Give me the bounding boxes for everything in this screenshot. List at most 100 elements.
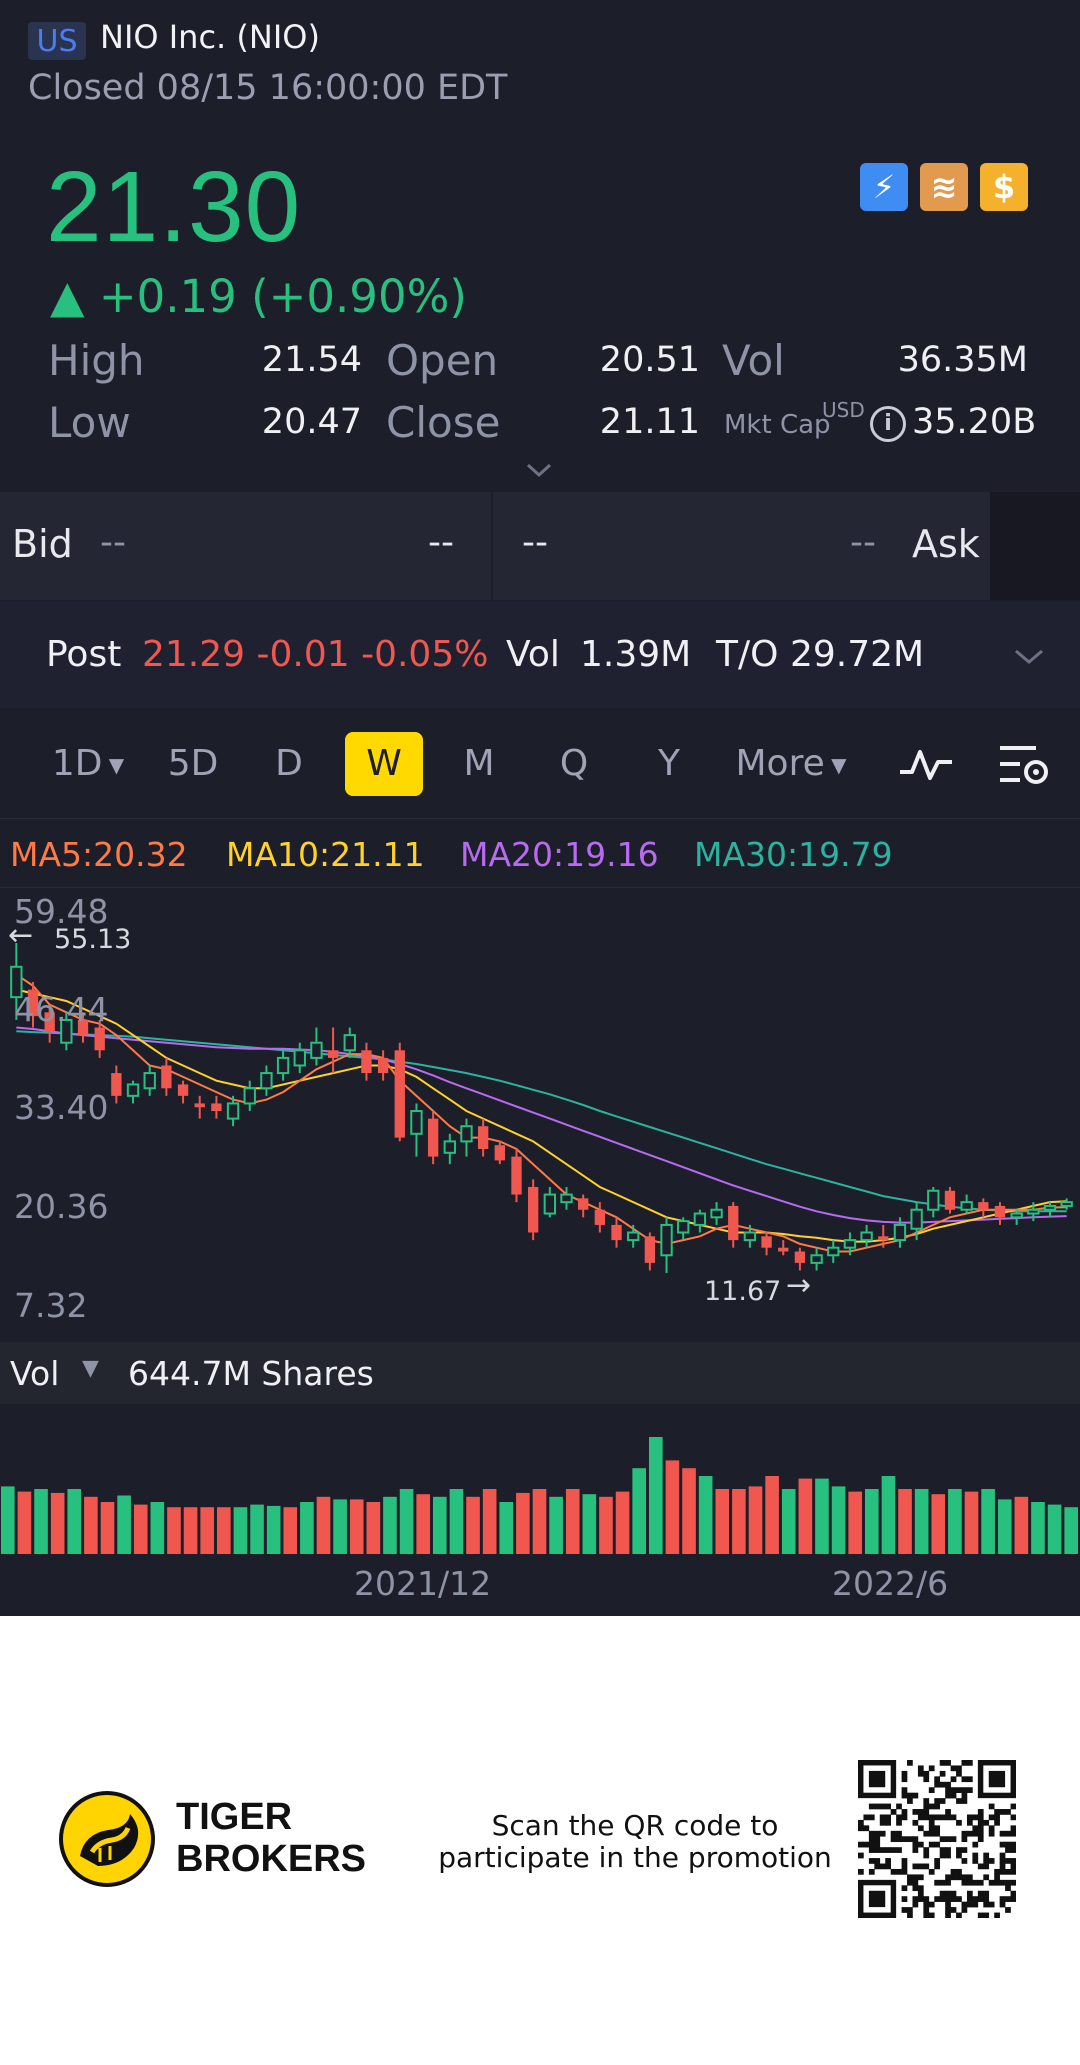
- volume-bar: [433, 1496, 447, 1554]
- tab-5d[interactable]: 5D: [167, 743, 219, 784]
- volume-bar: [1031, 1502, 1045, 1554]
- tab-more[interactable]: More ▼: [735, 743, 847, 784]
- candle-body: [827, 1246, 840, 1257]
- post-market-bar[interactable]: Post 21.29 -0.01 -0.05% Vol 1.39M T/O 29…: [0, 602, 1080, 708]
- volume-bar: [183, 1507, 198, 1554]
- candle: [494, 1141, 505, 1165]
- volume-bar: [217, 1507, 231, 1554]
- candle: [594, 1202, 606, 1233]
- ma20-label: MA20:19.16: [460, 835, 659, 874]
- candle-body: [44, 1012, 55, 1032]
- info-icon[interactable]: i: [870, 406, 906, 442]
- candle: [944, 1186, 956, 1214]
- volume-bar: [333, 1499, 347, 1554]
- volume-bar: [449, 1489, 464, 1554]
- candle-body: [27, 989, 39, 1017]
- volume-bar: [416, 1494, 430, 1554]
- volume-bar: [549, 1496, 563, 1554]
- candlestick-chart[interactable]: 59.48 46.44 33.40 20.36 7.32 ← 55.13 11.…: [0, 888, 1080, 1342]
- high-value: 21.54: [261, 340, 362, 380]
- candle-body: [1027, 1208, 1040, 1215]
- tab-q[interactable]: Q: [559, 743, 589, 784]
- volume-bar: [732, 1489, 746, 1554]
- indicator-icon[interactable]: [898, 742, 954, 786]
- candle-body: [660, 1223, 673, 1257]
- candle-body: [1060, 1201, 1073, 1207]
- candle-body: [910, 1208, 923, 1230]
- candle: [410, 1103, 423, 1157]
- quote-header: US NIO Inc. (NIO) Closed 08/15 16:00:00 …: [0, 0, 1080, 490]
- candle-body: [211, 1103, 222, 1112]
- volume-bar: [948, 1489, 962, 1554]
- ma10-line: [16, 988, 1067, 1243]
- volume-bar: [765, 1476, 779, 1554]
- tab-d[interactable]: D: [275, 743, 303, 784]
- post-vol-label: Vol: [506, 634, 560, 675]
- volume-bar: [50, 1492, 65, 1554]
- volume-bar: [848, 1491, 862, 1554]
- qr-code[interactable]: [858, 1760, 1017, 1919]
- market-badge: US: [28, 22, 86, 60]
- candle: [1027, 1202, 1040, 1222]
- candle: [1060, 1198, 1073, 1210]
- tab-y[interactable]: Y: [658, 743, 680, 784]
- promo-footer: TIGER BROKERS Scan the QR code to partic…: [0, 1616, 1080, 2065]
- candle-body: [860, 1231, 873, 1242]
- expand-chevron-icon[interactable]: [524, 455, 554, 485]
- candlestick-svg: [10, 943, 1073, 1273]
- candle: [761, 1232, 772, 1256]
- volume-bar: [1047, 1504, 1062, 1554]
- tab-1d[interactable]: 1D ▼: [51, 743, 125, 784]
- x-tick-0: 2021/12: [354, 1564, 492, 1603]
- dollar-badge-icon[interactable]: $: [980, 163, 1028, 211]
- volume-svg: [1, 1437, 1078, 1554]
- post-expand-chevron-icon[interactable]: [1012, 642, 1046, 672]
- volume-bar: [981, 1489, 995, 1554]
- level1-lightning-icon[interactable]: ⚡: [860, 163, 908, 211]
- candle: [361, 1042, 372, 1081]
- ma10-label: MA10:21.11: [226, 835, 425, 874]
- candle: [394, 1042, 405, 1142]
- vol-value: 36.35M: [897, 340, 1028, 380]
- candle-body: [60, 1018, 73, 1044]
- candle: [1043, 1202, 1057, 1218]
- volume-header[interactable]: Vol ▼ 644.7M Shares: [0, 1342, 1080, 1404]
- volume-bar: [499, 1502, 514, 1554]
- chart-settings-icon[interactable]: [996, 740, 1050, 788]
- candle: [211, 1095, 222, 1119]
- candle-body: [427, 1118, 439, 1157]
- mktcap-label: Mkt Cap: [724, 410, 831, 440]
- candle: [843, 1232, 857, 1256]
- volume-dropdown-icon[interactable]: ▼: [82, 1356, 99, 1381]
- volume-bar: [649, 1437, 663, 1554]
- candle-body: [443, 1140, 456, 1154]
- volume-bar: [881, 1476, 896, 1554]
- candle-body: [260, 1072, 273, 1090]
- layers-badge-icon[interactable]: ≋: [920, 163, 968, 211]
- promo-line-1: Scan the QR code to: [491, 1809, 779, 1842]
- candle-body: [578, 1198, 589, 1210]
- low-value: 20.47: [261, 402, 362, 442]
- candle-body: [710, 1208, 723, 1219]
- candle-body: [693, 1212, 707, 1226]
- bid-label: Bid: [12, 522, 73, 566]
- volume-bar: [715, 1489, 730, 1554]
- price-change: ▲ +0.19 (+0.90%): [50, 270, 467, 323]
- volume-bar: [615, 1491, 630, 1554]
- candle-body: [843, 1239, 857, 1249]
- tab-w[interactable]: W: [345, 732, 423, 796]
- candle-body: [126, 1083, 140, 1097]
- candle-body: [161, 1065, 172, 1089]
- vol-label: Vol: [722, 336, 785, 385]
- volume-bar: [914, 1489, 929, 1554]
- volume-bar: [1, 1486, 15, 1554]
- open-label: Open: [386, 336, 499, 385]
- volume-bar: [1064, 1507, 1078, 1554]
- candle-body: [794, 1251, 806, 1263]
- high-label: High: [48, 336, 145, 385]
- volume-bar: [133, 1504, 148, 1554]
- candle: [927, 1186, 940, 1218]
- ma20-line: [16, 1026, 1067, 1224]
- tab-m[interactable]: M: [463, 743, 495, 784]
- candle: [377, 1050, 389, 1081]
